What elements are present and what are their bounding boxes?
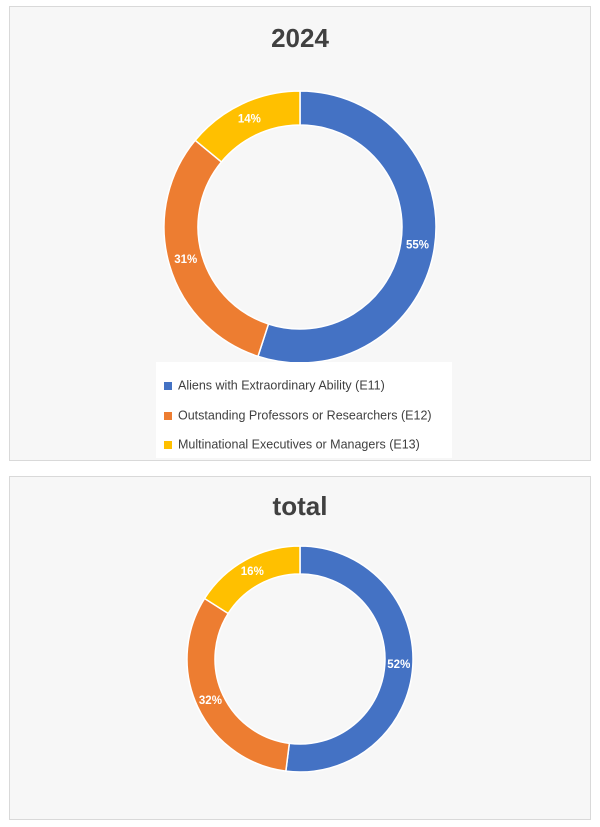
legend-swatch-e11 bbox=[164, 381, 172, 390]
donut-chart-total: 52% 32% 16% bbox=[186, 545, 414, 773]
legend-label-e11: Aliens with Extraordinary Ability (E11) bbox=[178, 378, 385, 393]
donut-slice-e13 bbox=[194, 90, 301, 164]
data-label-e13: 16% bbox=[241, 566, 264, 578]
donut-slice-e12 bbox=[186, 597, 291, 772]
legend-swatch-e12 bbox=[164, 411, 172, 420]
donut-slice-e11 bbox=[257, 90, 437, 364]
legend-label-e12: Outstanding Professors or Researchers (E… bbox=[178, 408, 432, 423]
chart-title: total bbox=[272, 491, 328, 521]
data-label-e11: 55% bbox=[406, 240, 429, 252]
data-label-e11: 52% bbox=[387, 659, 410, 671]
chart-legend: Aliens with Extraordinary Ability (E11) … bbox=[156, 362, 452, 458]
chart-panel-2024: 2024 55% 31% 14% Aliens with Extraordinary… bbox=[9, 6, 591, 461]
legend-label-e13: Multinational Executives or Managers (E1… bbox=[178, 437, 420, 452]
chart-title: 2024 bbox=[271, 23, 329, 53]
data-label-e12: 32% bbox=[199, 695, 222, 707]
donut-slice-e12 bbox=[163, 139, 270, 358]
donut-chart-2024: 55% 31% 14% bbox=[163, 90, 437, 364]
donut-slice-e13 bbox=[203, 545, 301, 615]
data-label-e13: 14% bbox=[238, 113, 261, 125]
donut-slice-e11 bbox=[284, 545, 414, 773]
legend-swatch-e13 bbox=[164, 440, 172, 449]
legend-item-e13: Multinational Executives or Managers (E1… bbox=[164, 437, 420, 452]
data-label-e12: 31% bbox=[174, 254, 197, 266]
legend-item-e11: Aliens with Extraordinary Ability (E11) bbox=[164, 378, 385, 393]
legend-item-e12: Outstanding Professors or Researchers (E… bbox=[164, 408, 432, 423]
chart-panel-total: total 52% 32% 16% bbox=[9, 476, 591, 820]
